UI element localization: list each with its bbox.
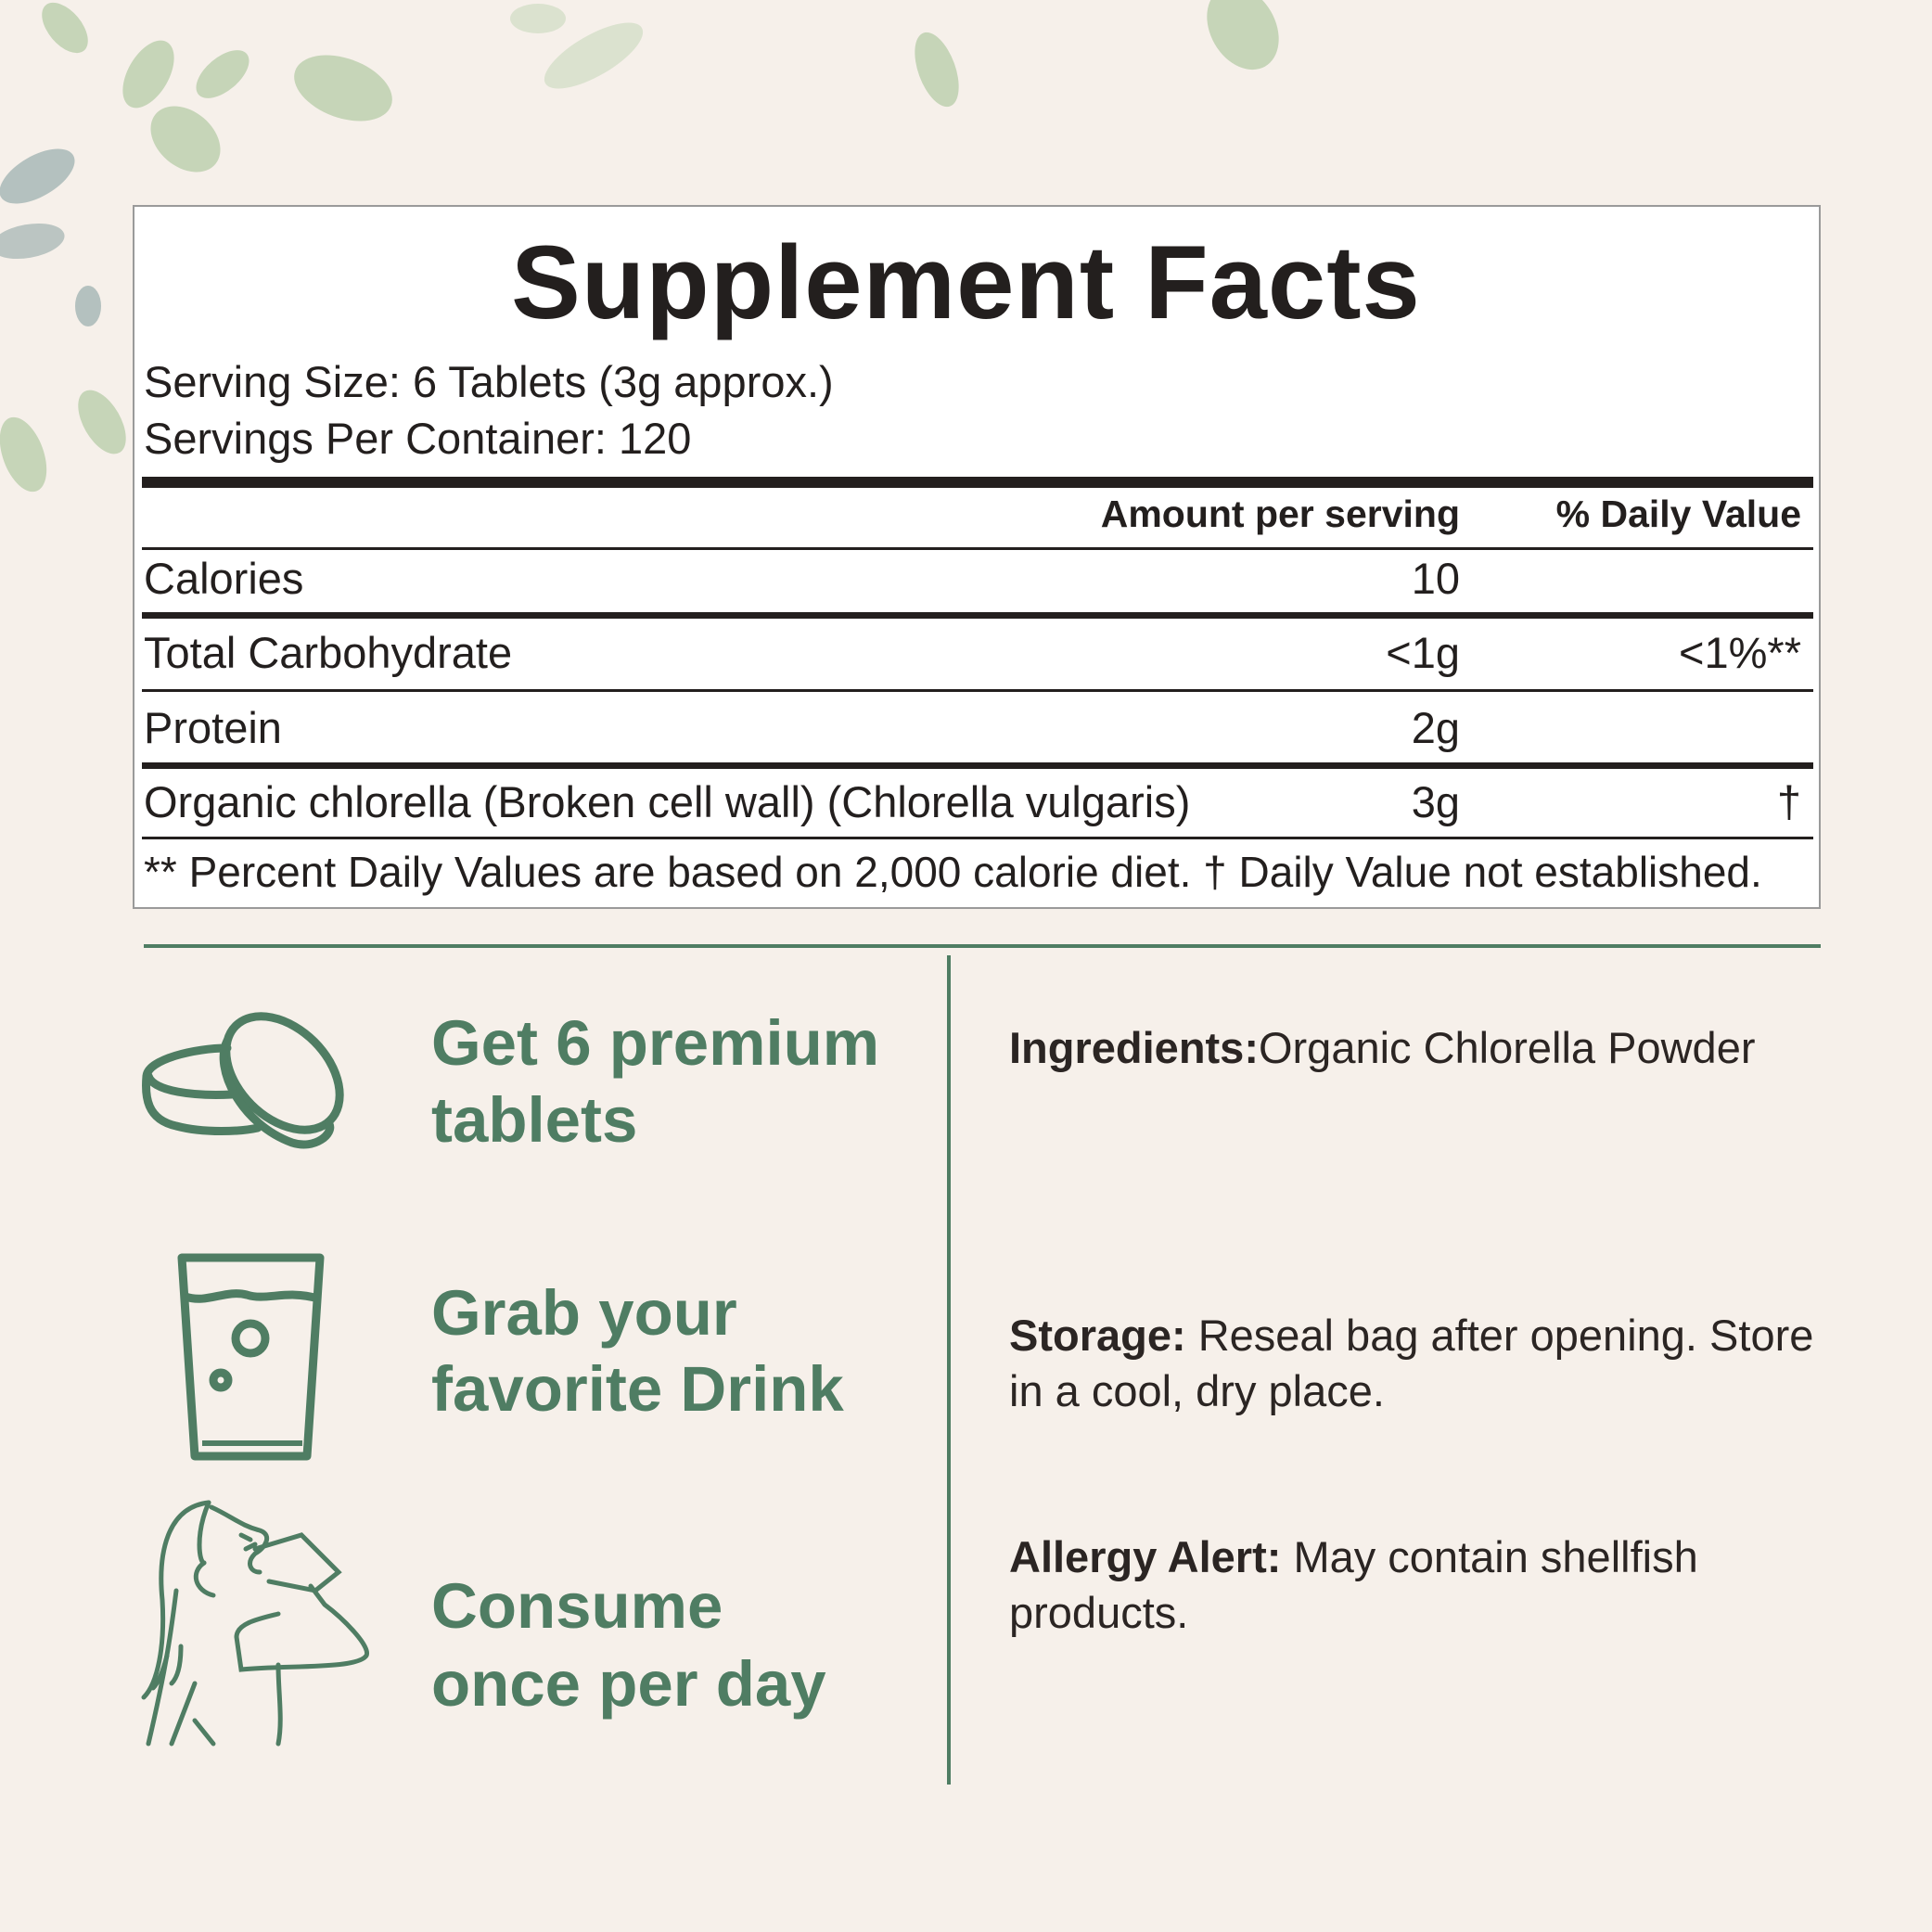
storage-label: Storage:	[1009, 1311, 1186, 1360]
allergy-label: Allergy Alert:	[1009, 1532, 1282, 1581]
facts-title: Supplement Facts	[511, 224, 1421, 340]
nutrient-amount: <1g	[1386, 628, 1460, 677]
thick-divider	[142, 477, 1813, 488]
step-line: once per day	[431, 1648, 826, 1720]
ingredients-info: Ingredients:Organic Chlorella Powder	[1009, 1020, 1900, 1076]
nutrient-amount: 10	[1411, 554, 1460, 603]
divider	[142, 547, 1813, 550]
header-daily-value: % Daily Value	[1555, 493, 1801, 535]
nutrient-name: Organic chlorella (Broken cell wall) (Ch…	[144, 777, 1191, 826]
tablets-icon	[142, 1012, 344, 1149]
section-divider	[144, 944, 1821, 948]
leaves-decoration	[0, 0, 1279, 493]
nutrient-dv: †	[1776, 777, 1801, 826]
nutrient-amount: 2g	[1411, 703, 1460, 752]
storage-value: Reseal bag after opening. Store in a coo…	[1009, 1311, 1814, 1415]
ingredients-label: Ingredients:	[1009, 1023, 1259, 1072]
nutrient-dv: <1%**	[1679, 628, 1801, 677]
supplement-facts-panel	[133, 205, 1821, 909]
servings-per-container: Servings Per Container: 120	[144, 414, 692, 463]
step-line: Consume	[431, 1570, 723, 1642]
nutrient-amount: 3g	[1411, 777, 1460, 826]
divider	[142, 762, 1813, 769]
woman-drinking-icon	[141, 1500, 369, 1746]
nutrient-name: Total Carbohydrate	[144, 628, 513, 677]
storage-info: Storage: Reseal bag after opening. Store…	[1009, 1308, 1844, 1419]
glass-icon	[177, 1253, 325, 1461]
column-divider	[947, 955, 951, 1785]
header-amount: Amount per serving	[1100, 493, 1460, 535]
footnote: ** Percent Daily Values are based on 2,0…	[144, 848, 1762, 896]
divider	[142, 837, 1813, 839]
serving-size: Serving Size: 6 Tablets (3g approx.)	[144, 357, 834, 406]
divider	[142, 612, 1813, 619]
allergy-value: May contain shellfish products.	[1009, 1532, 1698, 1637]
step-line: Get 6 premium	[431, 1007, 880, 1079]
nutrient-name: Calories	[144, 554, 304, 603]
step-line: Grab your	[431, 1277, 737, 1349]
divider	[142, 689, 1813, 692]
allergy-info: Allergy Alert: May contain shellfish pro…	[1009, 1529, 1844, 1641]
ingredients-value: Organic Chlorella Powder	[1258, 1023, 1756, 1072]
step-line: favorite Drink	[431, 1353, 844, 1425]
nutrient-name: Protein	[144, 703, 282, 752]
step-line: tablets	[431, 1084, 638, 1156]
